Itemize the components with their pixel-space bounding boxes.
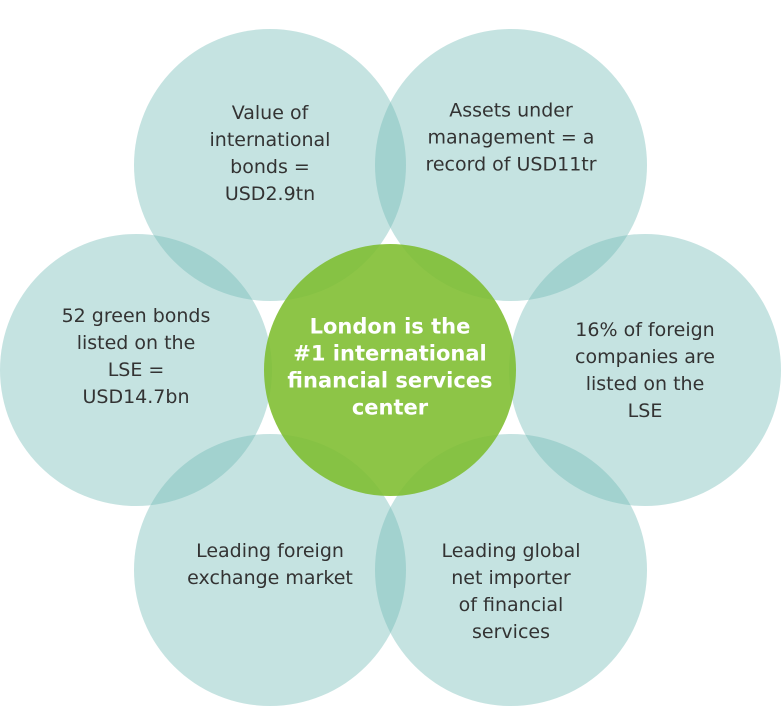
circle	[509, 234, 781, 506]
label-line: #1 international	[293, 342, 486, 366]
label-line: Value of	[232, 102, 310, 124]
label-line: listed on the	[586, 373, 705, 395]
circle	[375, 434, 647, 706]
label-line: center	[352, 396, 429, 420]
label-line: record of USD11tr	[425, 154, 596, 176]
circle	[375, 29, 647, 301]
label-line: Assets under	[449, 100, 573, 122]
label-line: companies are	[575, 346, 715, 368]
label-line: LSE	[628, 400, 663, 422]
label-line: Leading global	[441, 540, 580, 562]
label-line: bonds =	[230, 156, 310, 178]
label-line: Leading foreign	[196, 540, 344, 562]
outer-circles	[0, 29, 781, 706]
label-line: London is the	[310, 315, 471, 339]
label-line: 52 green bonds	[62, 305, 211, 327]
label-line: international	[210, 129, 331, 151]
circle	[134, 434, 406, 706]
label-line: USD14.7bn	[82, 386, 189, 408]
labels: Value of international bonds = USD2.9tn Asse…	[62, 100, 715, 644]
label-line: LSE =	[108, 359, 165, 381]
label-line: listed on the	[77, 332, 196, 354]
circle	[134, 29, 406, 301]
label-line: financial services	[287, 369, 492, 393]
label-line: exchange market	[187, 567, 353, 589]
circle	[0, 234, 272, 506]
label-line: 16% of foreign	[575, 319, 714, 341]
label-line: USD2.9tn	[225, 183, 315, 205]
label-line: management = a	[428, 127, 595, 149]
label-line: net importer	[451, 567, 571, 589]
label-line: of financial	[459, 594, 564, 616]
label-line: services	[472, 621, 550, 643]
center-circle	[264, 244, 516, 496]
